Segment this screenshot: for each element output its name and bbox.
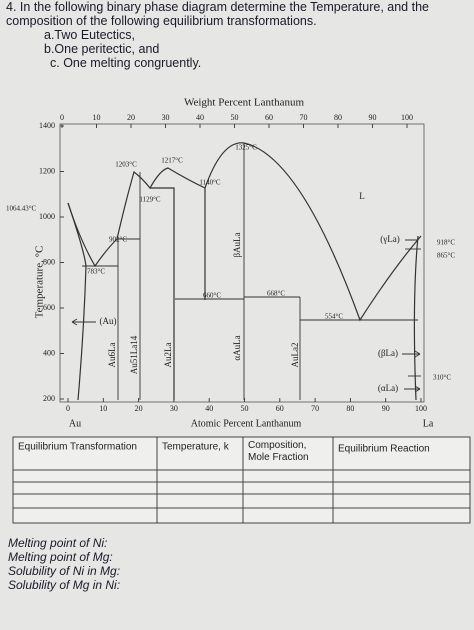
table-frame [12,436,471,524]
top-tick-label: 100 [401,113,413,122]
y-tick-label: 1000 [39,212,55,221]
arrow [402,239,421,393]
y-tick-label: 1200 [39,166,55,175]
top-tick-label: 50 [231,113,239,122]
bottom-tick-label: 90 [382,404,390,413]
question: Solubility of Ni in Mg: [8,564,121,578]
bottom-tick-label: 50 [241,404,249,413]
y-tick-label: 600 [43,303,55,312]
liquidus [67,142,422,322]
solvus [413,235,419,401]
table: Equilibrium Transformation Temperature, … [12,436,471,524]
diagram-title: Weight Percent Lanthanum [184,97,305,109]
item: c. One melting congruently. [50,56,202,70]
temperature-label: 1203°C [115,161,137,169]
y-tick-label: 200 [43,394,55,403]
top-tick-label: 20 [127,113,135,122]
y-tick-label: 1400 [39,121,55,130]
top-tick-label: 80 [334,113,342,122]
phase-label: αAuLa [232,335,242,360]
frame [59,123,425,403]
boundary [150,187,206,400]
temperature-label: 918°C [437,239,455,247]
left-element: Au [69,418,81,429]
phase-label: Au51La14 [129,335,139,374]
item: a.Two Eutectics, [44,28,136,42]
temperature-label: 660°C [203,292,221,300]
question-text: In the following binary phase diagram de… [6,0,429,28]
temperature-label: 554°C [325,313,343,321]
phase-label: (γLa) [380,234,399,244]
top-tick-label: 10 [93,113,101,122]
temperature-label: 668°C [267,290,285,298]
question: Melting point of Ni: [8,536,108,550]
phase-label: (αLa) [378,383,398,393]
y-tick-label: 400 [43,348,55,357]
temperature-label: 310°C [433,374,451,382]
item-list: a.Two Eutectics, b.One peritectic, and c… [6,28,466,70]
question-number: 4. [6,0,17,14]
question: Solubility of Mg in Ni: [8,578,121,592]
special-tick: 1064.43°C [6,205,37,213]
table-header: Equilibrium Reaction [338,444,430,455]
question: Melting point of Mg: [8,550,113,564]
right-element: La [423,418,434,429]
table-header: Temperature, k [162,442,230,453]
phase-diagram: Weight Percent Lanthanum Temperature, °C… [6,97,471,524]
bottom-tick-label: 30 [170,404,178,413]
bottom-tick-label: 10 [99,404,107,413]
solvus [67,202,87,401]
phase-label: L [359,191,365,201]
temperature-label: 1217°C [161,157,183,165]
bottom-tick-label: 80 [346,404,354,413]
temperature-label: 1140°C [199,179,221,187]
top-tick-label: 30 [162,113,170,122]
y-tick-label: 800 [43,257,55,266]
arrow [71,318,96,326]
top-tick-label: 60 [265,113,273,122]
item: b.One peritectic, and [44,42,160,56]
x-axis-label: Atomic Percent Lanthanum [191,418,302,429]
phase-label: Au2La [163,343,173,368]
bottom-tick-label: 40 [205,404,213,413]
bottom-tick-label: 0 [66,404,70,413]
bottom-tick-label: 60 [276,404,284,413]
phase-label: (βLa) [378,348,398,358]
questions: Melting point of Ni: Melting point of Mg… [8,536,120,592]
phase-label: (Au) [100,316,117,326]
top-tick-label: 0 [60,113,64,122]
temperature-label: 1325°C [235,144,257,152]
temperature-label: 865°C [437,252,455,260]
top-tick-label: 90 [369,113,377,122]
top-tick-label: 40 [196,113,204,122]
bottom-tick-label: 70 [311,404,319,413]
temperature-label: 783°C [87,268,105,276]
header: 4. In the following binary phase diagram… [6,0,466,70]
phase-label: βAuLa [232,232,242,257]
phase-label: Au6La [107,343,117,368]
table-grid [13,437,470,523]
top-tick-label: 70 [300,113,308,122]
phase-label: AuLa2 [290,343,300,368]
table-header: Composition, Mole Fraction [248,440,309,463]
table-header: Equilibrium Transformation [18,442,137,453]
temperature-label: 902°C [109,236,127,244]
temperature-label: 1129°C [139,196,161,204]
bottom-tick-label: 100 [415,404,427,413]
bottom-tick-label: 20 [135,404,143,413]
y-axis-label: Temperature, °C [34,246,46,319]
